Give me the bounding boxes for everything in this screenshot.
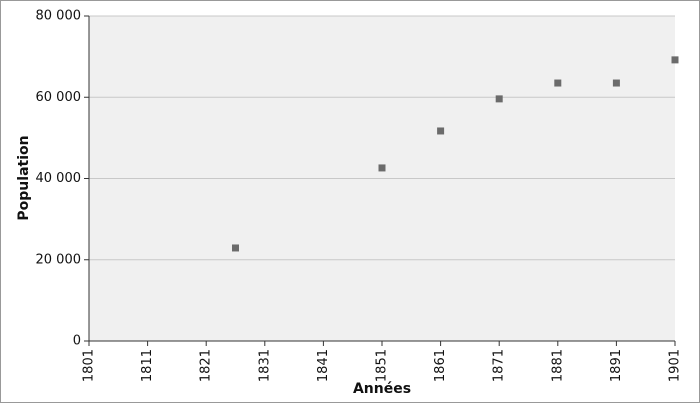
x-tick-label: 1871 [492, 349, 507, 382]
point [495, 95, 503, 103]
x-tick-label: 1801 [82, 349, 97, 382]
x-tick-label: 1831 [257, 349, 272, 382]
x-tick-label: 1881 [550, 349, 565, 382]
point [554, 79, 562, 87]
y-tick-label: 40 000 [36, 171, 82, 186]
y-tick-label: 0 [73, 334, 81, 349]
point [612, 79, 620, 87]
x-tick-label: 1811 [140, 349, 155, 382]
y-axis-title: Population [16, 135, 32, 220]
x-tick-label: 1851 [375, 349, 390, 382]
y-tick-label: 80 000 [36, 9, 82, 24]
point [232, 244, 239, 252]
x-axis-title: Années [353, 381, 411, 397]
point [671, 56, 679, 64]
point [437, 127, 445, 135]
x-tick-label: 1861 [433, 349, 448, 382]
x-tick-label: 1841 [316, 349, 331, 382]
x-tick-label: 1901 [668, 349, 683, 382]
y-tick-label: 20 000 [36, 252, 82, 267]
point [378, 164, 386, 172]
y-tick-label: 60 000 [36, 90, 82, 105]
x-tick-label: 1821 [199, 349, 214, 382]
x-tick-label: 1891 [609, 349, 624, 382]
